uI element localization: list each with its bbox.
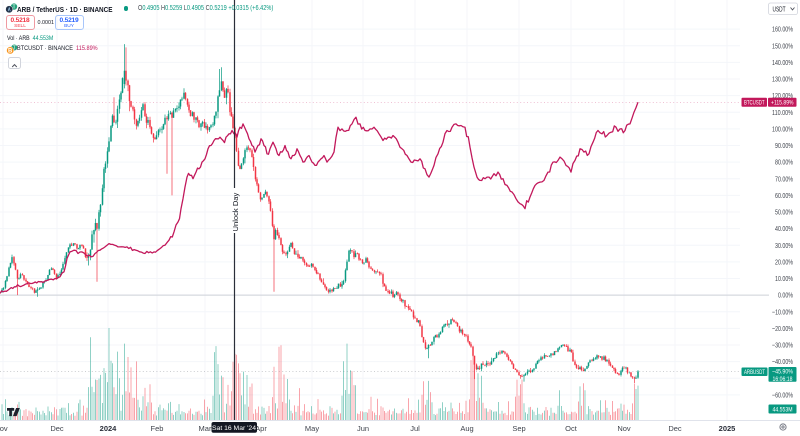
svg-text:30.00%: 30.00% [775,241,793,250]
svg-text:Apr: Apr [255,424,267,433]
svg-text:140.00%: 140.00% [772,58,793,67]
svg-text:150.00%: 150.00% [772,41,793,50]
svg-text:Dec: Dec [668,424,682,433]
svg-text:110.00%: 110.00% [772,108,793,117]
svg-text:120.00%: 120.00% [772,91,793,100]
svg-text:70.00%: 70.00% [775,174,793,183]
svg-text:Jun: Jun [357,424,369,433]
svg-text:ARBUSDT: ARBUSDT [744,369,765,376]
svg-text:Nov: Nov [0,424,8,433]
svg-text:T: T [12,45,15,51]
svg-text:Dec: Dec [50,424,64,433]
svg-text:Nov: Nov [617,424,631,433]
svg-text:60.00%: 60.00% [775,191,793,200]
svg-text:−20.00%: −20.00% [772,324,793,333]
svg-text:USDT: USDT [773,6,786,13]
svg-text:2024: 2024 [100,424,118,433]
svg-text:T: T [12,5,16,11]
svg-text:Sat 16 Mar '24: Sat 16 Mar '24 [212,425,256,432]
svg-text:Mar: Mar [199,424,212,433]
svg-text:May: May [305,424,319,433]
svg-text:100.00%: 100.00% [772,125,793,134]
svg-text:80.00%: 80.00% [775,158,793,167]
svg-text:2025: 2025 [719,424,736,433]
svg-text:−60.00%: −60.00% [772,391,793,400]
svg-text:10.00%: 10.00% [775,274,793,283]
svg-text:0.00%: 0.00% [778,291,793,300]
svg-text:+115.89%: +115.89% [771,100,794,107]
svg-text:40.00%: 40.00% [775,224,793,233]
svg-text:−40.00%: −40.00% [772,357,793,366]
svg-text:20.00%: 20.00% [775,258,793,267]
svg-text:−30.00%: −30.00% [772,341,793,350]
svg-text:−10.00%: −10.00% [772,307,793,316]
svg-text:16:06:18: 16:06:18 [773,376,793,383]
svg-text:Sep: Sep [512,424,525,433]
svg-text:130.00%: 130.00% [772,75,793,84]
svg-text:B: B [8,48,13,54]
svg-text:−45.90%: −45.90% [772,369,793,376]
svg-text:Jul: Jul [410,424,420,433]
svg-text:Unlock Day: Unlock Day [231,192,240,231]
svg-text:44.553M: 44.553M [773,407,793,414]
svg-text:160.00%: 160.00% [772,25,793,34]
svg-text:Feb: Feb [151,424,164,433]
svg-text:BTCUSDT: BTCUSDT [744,100,765,107]
svg-text:Aug: Aug [460,424,473,433]
svg-text:90.00%: 90.00% [775,141,793,150]
svg-text:50.00%: 50.00% [775,208,793,217]
svg-text:Oct: Oct [565,424,578,433]
